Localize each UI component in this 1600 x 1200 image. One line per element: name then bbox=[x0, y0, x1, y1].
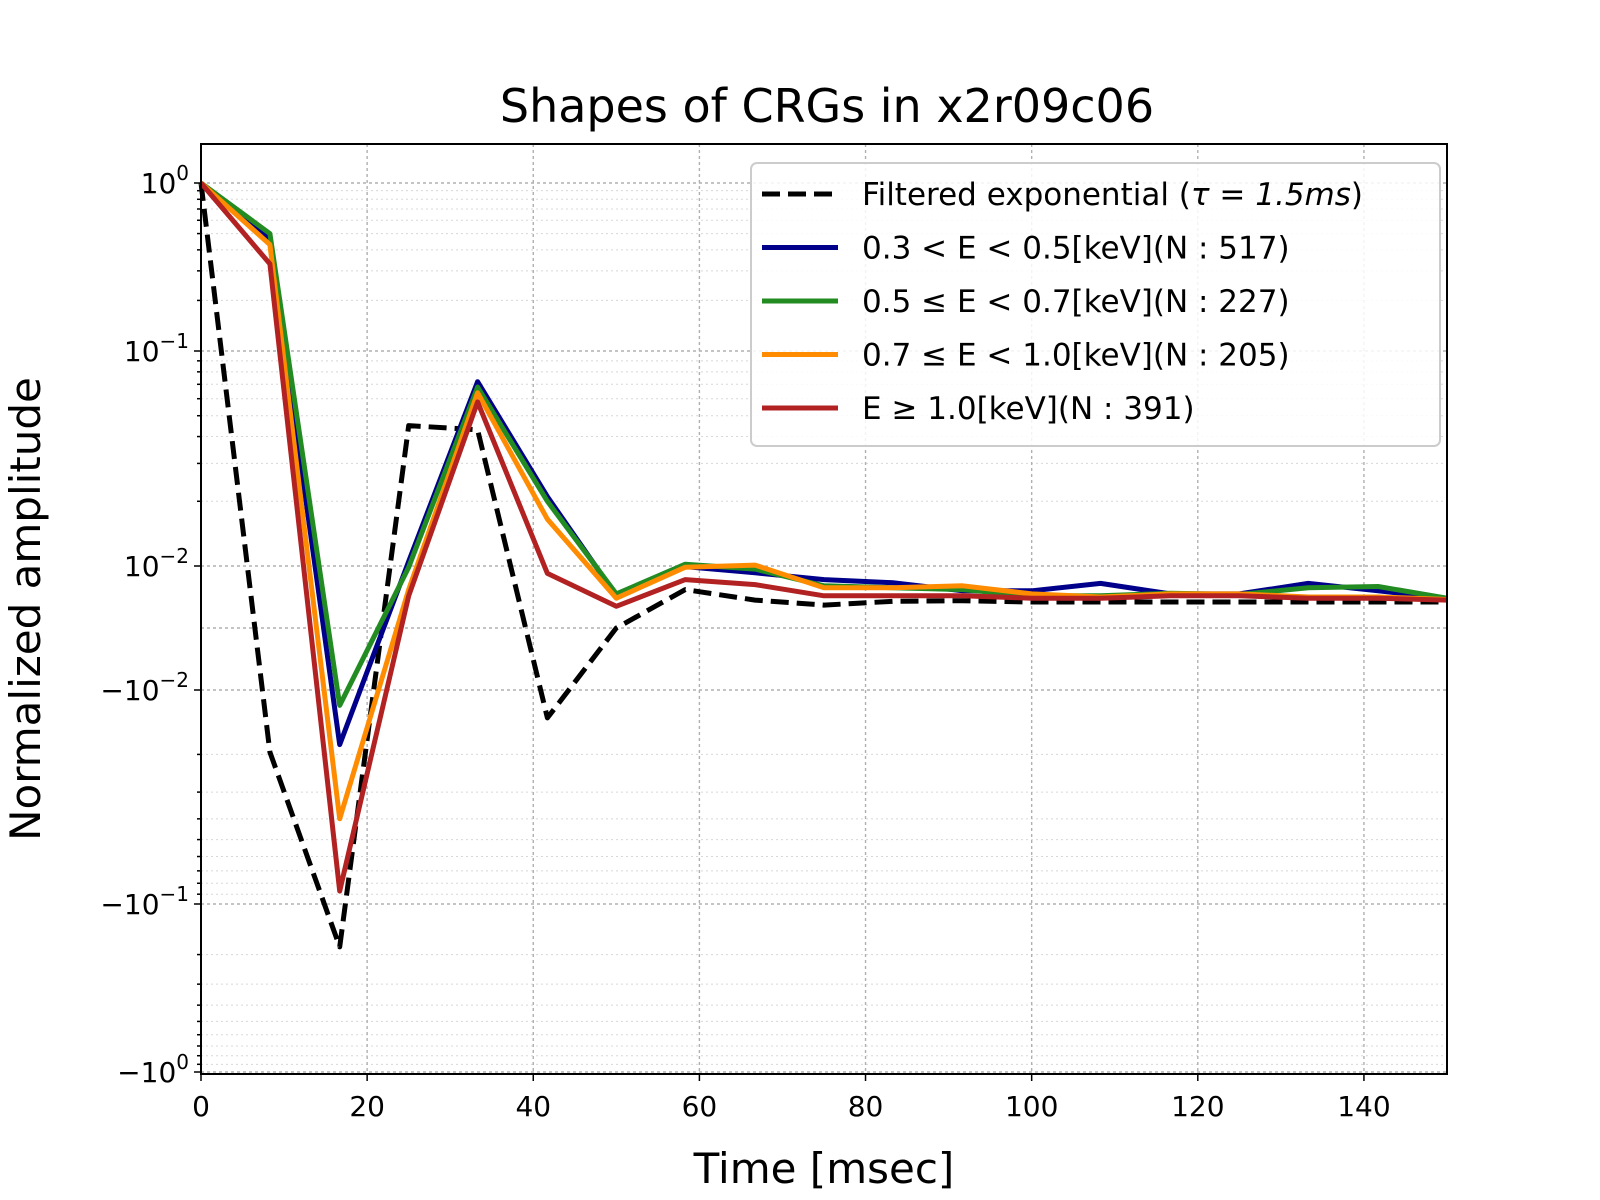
y-tick-label: 10−1 bbox=[124, 329, 189, 368]
legend-label-0: Filtered exponential (τ = 1.5ms) bbox=[862, 177, 1363, 213]
x-tick-label: 20 bbox=[349, 1090, 385, 1123]
x-tick-label: 40 bbox=[515, 1090, 551, 1123]
legend-box bbox=[750, 162, 1441, 447]
legend: Filtered exponential (τ = 1.5ms) 0.3 < E … bbox=[750, 162, 1441, 447]
y-tick-label: 10−2 bbox=[124, 544, 189, 583]
axis-ticks: 0 20 40 60 80 100 120 140 100 10−1 10−2 −10−2 −10−1 −… bbox=[100, 161, 1390, 1123]
legend-label-3: 0.7 ≤ E < 1.0[keV](N : 205) bbox=[862, 338, 1290, 374]
legend-label-2: 0.5 ≤ E < 0.7[keV](N : 227) bbox=[862, 284, 1290, 320]
x-tick-label: 120 bbox=[1171, 1090, 1224, 1123]
plot-frame bbox=[200, 143, 1448, 1075]
y-axis-label: Normalized amplitude bbox=[1, 377, 50, 841]
series-line-4 bbox=[199, 181, 1448, 894]
series-layer bbox=[198, 180, 1448, 950]
y-tick-label: −100 bbox=[117, 1050, 189, 1089]
x-tick-label: 80 bbox=[848, 1090, 884, 1123]
y-tick-label: 100 bbox=[141, 161, 189, 200]
series-line-0 bbox=[198, 182, 1447, 950]
y-tick-label: −10−1 bbox=[100, 882, 189, 921]
x-axis-label: Time [msec] bbox=[693, 1144, 955, 1193]
x-tick-label: 0 bbox=[192, 1090, 210, 1123]
chart-title: Shapes of CRGs in x2r09c06 bbox=[500, 79, 1154, 133]
x-tick-label: 140 bbox=[1337, 1090, 1390, 1123]
y-tick-label: −10−2 bbox=[100, 668, 189, 707]
x-tick-label: 60 bbox=[682, 1090, 718, 1123]
x-tick-label: 100 bbox=[1005, 1090, 1058, 1123]
legend-label-1: 0.3 < E < 0.5[keV](N : 517) bbox=[862, 231, 1290, 267]
legend-label-4: E ≥ 1.0[keV](N : 391) bbox=[862, 391, 1195, 427]
